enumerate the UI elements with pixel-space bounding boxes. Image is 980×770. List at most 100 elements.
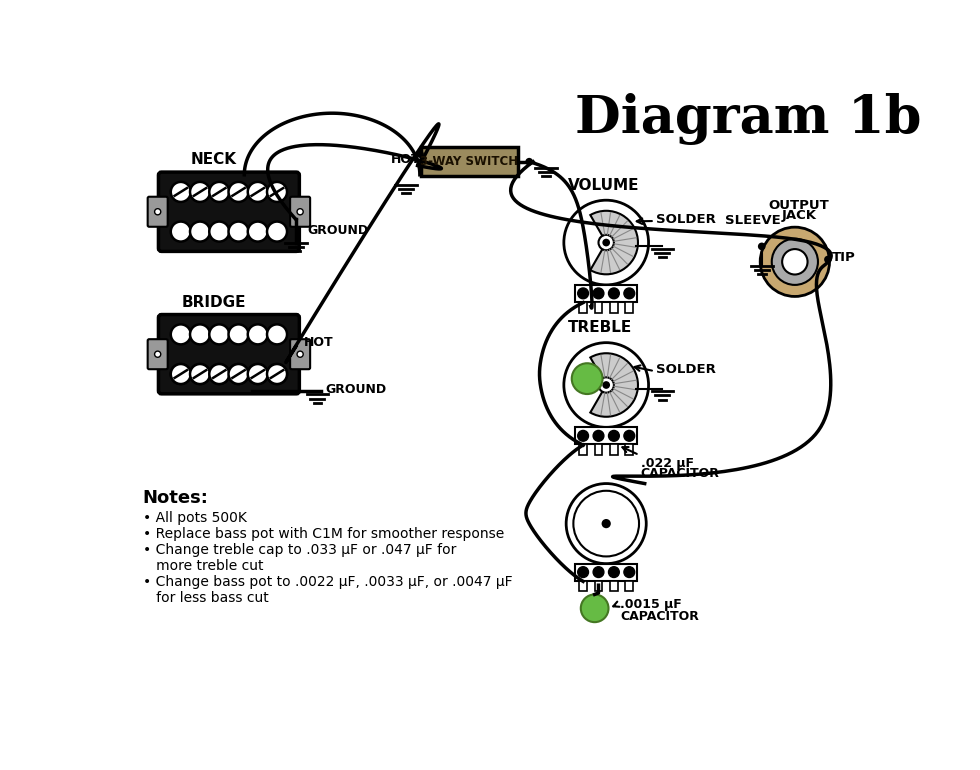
Text: • All pots 500K: • All pots 500K [143,511,247,524]
FancyBboxPatch shape [611,444,617,455]
Circle shape [171,182,191,202]
Circle shape [525,158,533,166]
Circle shape [566,484,646,564]
FancyBboxPatch shape [579,302,587,313]
Circle shape [248,364,268,384]
Text: .0015 μF: .0015 μF [620,598,682,611]
Circle shape [573,490,639,557]
FancyBboxPatch shape [595,444,603,455]
FancyBboxPatch shape [579,581,587,591]
Circle shape [578,288,588,299]
Circle shape [297,209,303,215]
Circle shape [267,364,287,384]
Circle shape [228,364,249,384]
Text: Notes:: Notes: [142,489,208,507]
Text: JACK: JACK [781,209,816,222]
FancyBboxPatch shape [625,581,633,591]
FancyBboxPatch shape [290,196,310,226]
Text: VOLUME: VOLUME [567,178,639,192]
Circle shape [772,239,818,285]
Wedge shape [590,353,638,417]
FancyBboxPatch shape [575,427,637,444]
FancyBboxPatch shape [421,147,517,176]
Text: CAPACITOR: CAPACITOR [641,467,719,480]
Circle shape [593,288,604,299]
FancyBboxPatch shape [575,564,637,581]
Circle shape [593,567,604,578]
Text: 3-WAY SWITCH: 3-WAY SWITCH [420,156,518,168]
Circle shape [581,594,609,622]
Circle shape [602,519,611,528]
FancyBboxPatch shape [625,302,633,313]
Circle shape [171,222,191,242]
Text: NECK: NECK [190,152,236,167]
FancyBboxPatch shape [611,302,617,313]
FancyBboxPatch shape [579,444,587,455]
Text: HOT: HOT [304,336,333,349]
Circle shape [564,343,649,427]
Text: for less bass cut: for less bass cut [143,591,270,605]
Circle shape [571,363,603,394]
Circle shape [248,364,268,384]
Circle shape [758,243,765,250]
Circle shape [267,222,287,242]
FancyBboxPatch shape [595,302,603,313]
Circle shape [267,324,287,344]
Circle shape [210,222,229,242]
FancyBboxPatch shape [625,444,633,455]
Text: GROUND: GROUND [308,225,368,237]
Circle shape [593,430,604,441]
FancyBboxPatch shape [159,172,299,251]
Circle shape [190,182,210,202]
Text: • Change treble cap to .033 μF or .047 μF for: • Change treble cap to .033 μF or .047 μ… [143,543,457,557]
Text: OUTPUT: OUTPUT [768,199,829,212]
Circle shape [782,249,808,274]
Circle shape [824,256,832,263]
Text: SOLDER: SOLDER [657,213,716,226]
Circle shape [760,227,829,296]
Circle shape [267,364,287,384]
Circle shape [171,364,191,384]
Wedge shape [590,211,638,274]
Text: Diagram 1b: Diagram 1b [575,93,922,146]
Circle shape [190,364,210,384]
Circle shape [210,324,229,344]
Text: HOT: HOT [391,152,420,166]
Circle shape [248,324,268,344]
Circle shape [609,288,619,299]
Text: SOLDER: SOLDER [657,363,716,376]
Text: TREBLE: TREBLE [567,320,632,335]
Circle shape [603,381,611,389]
Circle shape [578,567,588,578]
Circle shape [416,150,423,158]
Circle shape [190,364,210,384]
Circle shape [609,567,619,578]
Text: SLEEVE: SLEEVE [724,214,780,227]
Circle shape [599,235,613,250]
Circle shape [578,430,588,441]
Circle shape [248,182,268,202]
Text: GROUND: GROUND [325,383,386,396]
Circle shape [248,222,268,242]
FancyBboxPatch shape [595,581,603,591]
Circle shape [228,324,249,344]
FancyBboxPatch shape [148,196,168,226]
Circle shape [609,430,619,441]
Circle shape [210,364,229,384]
Circle shape [210,364,229,384]
Text: .022 μF: .022 μF [641,457,694,470]
Circle shape [267,182,287,202]
Text: more treble cut: more treble cut [143,559,264,573]
Circle shape [624,288,635,299]
Circle shape [297,351,303,357]
Text: TIP: TIP [832,252,856,264]
Circle shape [564,200,649,285]
FancyBboxPatch shape [290,339,310,369]
Circle shape [599,377,613,393]
FancyBboxPatch shape [575,285,637,302]
FancyBboxPatch shape [159,314,299,393]
Circle shape [171,324,191,344]
Circle shape [603,239,611,246]
Text: BRIDGE: BRIDGE [181,295,246,310]
Text: • Replace bass pot with C1M for smoother response: • Replace bass pot with C1M for smoother… [143,527,505,541]
